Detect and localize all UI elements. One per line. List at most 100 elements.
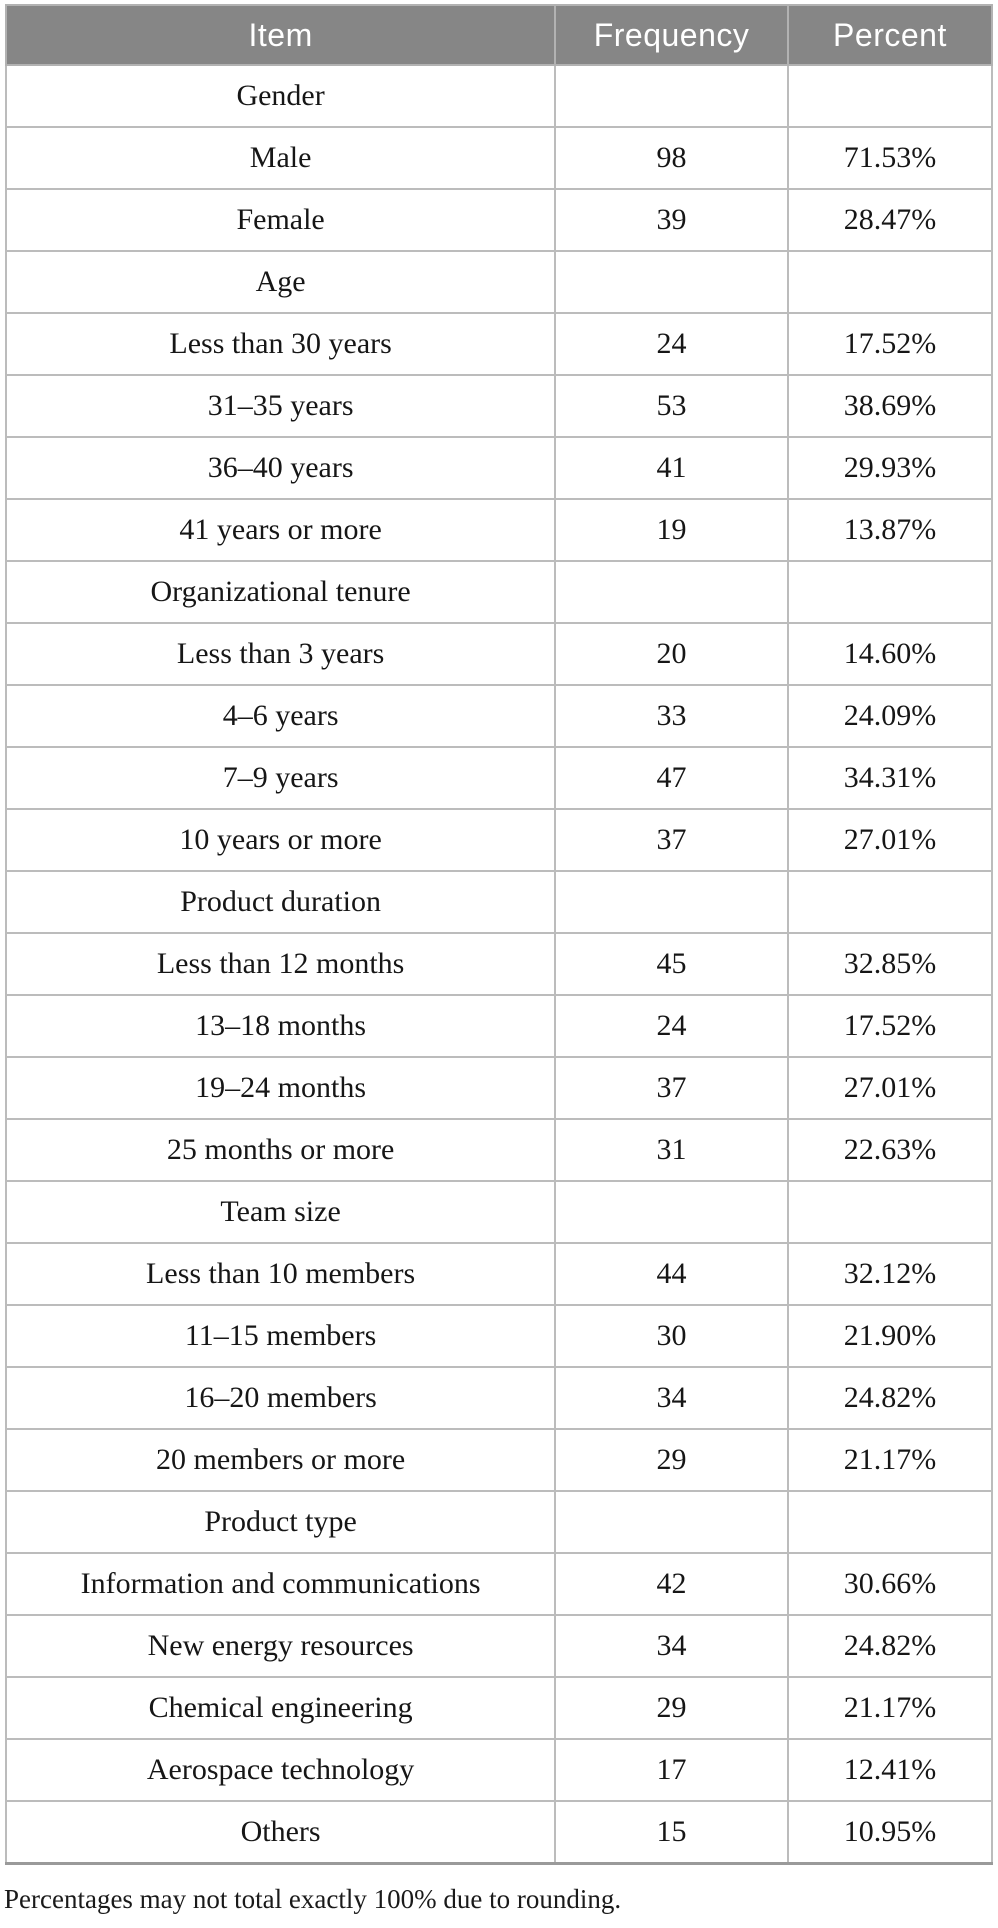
frequency-cell: 39 [554, 188, 789, 252]
item-cell: Male [4, 126, 557, 190]
table-row: 13–18 months 24 17.52% [4, 994, 994, 1058]
percent-cell: 27.01% [786, 808, 994, 872]
table-row: 11–15 members 30 21.90% [4, 1304, 994, 1368]
frequency-cell: 29 [554, 1428, 789, 1492]
item-cell: Team size [4, 1180, 557, 1244]
frequency-cell: 19 [554, 498, 789, 562]
frequency-cell: 15 [554, 1800, 789, 1865]
frequency-cell [554, 250, 789, 314]
table-row: Male 98 71.53% [4, 126, 994, 190]
frequency-cell: 37 [554, 1056, 789, 1120]
item-cell: 13–18 months [4, 994, 557, 1058]
frequency-cell: 53 [554, 374, 789, 438]
frequency-cell: 41 [554, 436, 789, 500]
table-row: 25 months or more 31 22.63% [4, 1118, 994, 1182]
item-cell: 36–40 years [4, 436, 557, 500]
table-row: Information and communications 42 30.66% [4, 1552, 994, 1616]
column-header-item: Item [4, 4, 557, 66]
percent-cell: 32.85% [786, 932, 994, 996]
item-cell: 19–24 months [4, 1056, 557, 1120]
percent-cell [786, 1490, 994, 1554]
table-row: 10 years or more 37 27.01% [4, 808, 994, 872]
section-row: Organizational tenure [4, 560, 994, 624]
frequency-cell: 33 [554, 684, 789, 748]
table-row: 7–9 years 47 34.31% [4, 746, 994, 810]
percent-cell: 28.47% [786, 188, 994, 252]
frequency-cell: 37 [554, 808, 789, 872]
percent-cell [786, 1180, 994, 1244]
item-cell: Organizational tenure [4, 560, 557, 624]
item-cell: 16–20 members [4, 1366, 557, 1430]
percent-cell [786, 64, 994, 128]
table-row: Female 39 28.47% [4, 188, 994, 252]
frequency-cell [554, 64, 789, 128]
item-cell: Gender [4, 64, 557, 128]
frequency-cell [554, 870, 789, 934]
table-row: Aerospace technology 17 12.41% [4, 1738, 994, 1802]
table-row: 41 years or more 19 13.87% [4, 498, 994, 562]
frequency-cell: 17 [554, 1738, 789, 1802]
item-cell: Chemical engineering [4, 1676, 557, 1740]
percent-cell: 22.63% [786, 1118, 994, 1182]
percent-cell: 29.93% [786, 436, 994, 500]
percent-cell: 32.12% [786, 1242, 994, 1306]
percent-cell: 12.41% [786, 1738, 994, 1802]
percent-cell: 24.09% [786, 684, 994, 748]
frequency-cell: 30 [554, 1304, 789, 1368]
percent-cell [786, 560, 994, 624]
demographics-table: Item Frequency Percent Gender Male 98 71.53… [4, 4, 994, 1865]
percent-cell: 30.66% [786, 1552, 994, 1616]
percent-cell: 17.52% [786, 312, 994, 376]
column-header-percent: Percent [786, 4, 994, 66]
item-cell: 10 years or more [4, 808, 557, 872]
percent-cell: 38.69% [786, 374, 994, 438]
item-cell: Less than 10 members [4, 1242, 557, 1306]
percent-cell [786, 250, 994, 314]
frequency-cell: 34 [554, 1614, 789, 1678]
item-cell: Information and communications [4, 1552, 557, 1616]
percent-cell: 21.17% [786, 1428, 994, 1492]
section-row: Age [4, 250, 994, 314]
section-row: Product type [4, 1490, 994, 1554]
header-row: Item Frequency Percent [4, 4, 994, 66]
percent-cell: 24.82% [786, 1614, 994, 1678]
table-row: Less than 10 members 44 32.12% [4, 1242, 994, 1306]
frequency-cell: 24 [554, 312, 789, 376]
percent-cell: 24.82% [786, 1366, 994, 1430]
percent-cell: 21.90% [786, 1304, 994, 1368]
item-cell: 41 years or more [4, 498, 557, 562]
table-footnote: Percentages may not total exactly 100% d… [4, 1884, 622, 1914]
frequency-cell: 98 [554, 126, 789, 190]
percent-cell: 14.60% [786, 622, 994, 686]
table-row: Others 15 10.95% [4, 1800, 994, 1865]
percent-cell: 10.95% [786, 1800, 994, 1865]
frequency-cell: 42 [554, 1552, 789, 1616]
percent-cell: 34.31% [786, 746, 994, 810]
item-cell: 25 months or more [4, 1118, 557, 1182]
percent-cell: 71.53% [786, 126, 994, 190]
table-row: New energy resources 34 24.82% [4, 1614, 994, 1678]
table-row: Chemical engineering 29 21.17% [4, 1676, 994, 1740]
frequency-cell [554, 560, 789, 624]
demographics-table-container: Item Frequency Percent Gender Male 98 71.53… [4, 4, 994, 1865]
item-cell: Female [4, 188, 557, 252]
frequency-cell: 44 [554, 1242, 789, 1306]
percent-cell: 13.87% [786, 498, 994, 562]
table-row: Less than 12 months 45 32.85% [4, 932, 994, 996]
item-cell: Product duration [4, 870, 557, 934]
table-row: 31–35 years 53 38.69% [4, 374, 994, 438]
item-cell: 31–35 years [4, 374, 557, 438]
percent-cell: 21.17% [786, 1676, 994, 1740]
table-row: 19–24 months 37 27.01% [4, 1056, 994, 1120]
percent-cell [786, 870, 994, 934]
item-cell: 4–6 years [4, 684, 557, 748]
percent-cell: 27.01% [786, 1056, 994, 1120]
frequency-cell: 29 [554, 1676, 789, 1740]
frequency-cell: 34 [554, 1366, 789, 1430]
table-row: 36–40 years 41 29.93% [4, 436, 994, 500]
table-row: 16–20 members 34 24.82% [4, 1366, 994, 1430]
frequency-cell: 47 [554, 746, 789, 810]
item-cell: Others [4, 1800, 557, 1865]
item-cell: Less than 3 years [4, 622, 557, 686]
item-cell: 20 members or more [4, 1428, 557, 1492]
